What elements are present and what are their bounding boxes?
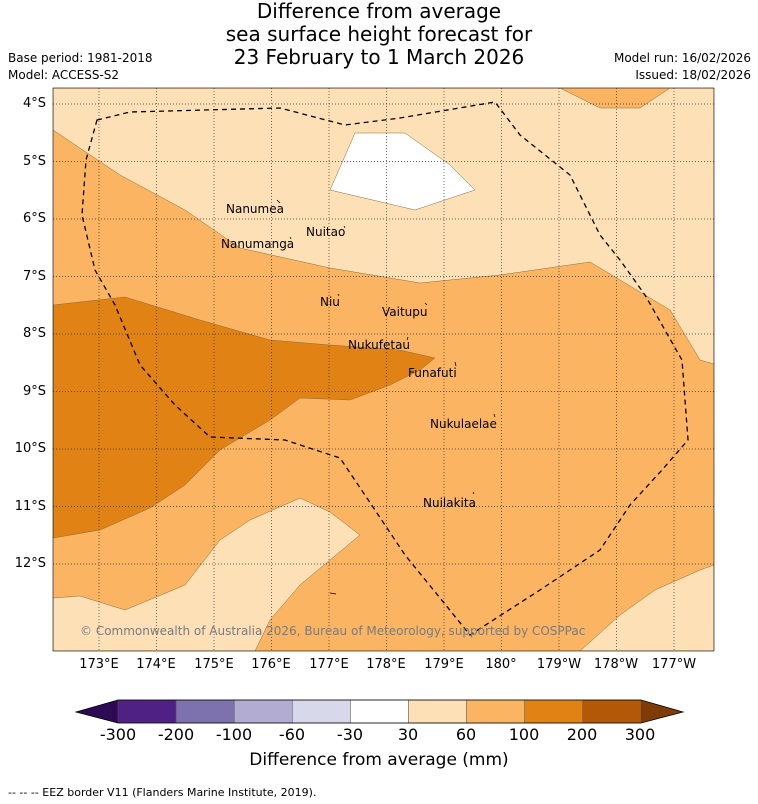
contour-fills — [53, 88, 714, 651]
colorbar-label-300: 300 — [624, 725, 656, 744]
copyright-notice: © Commonwealth of Australia 2026, Bureau… — [80, 624, 586, 638]
lon-label-176e: 176°E — [251, 657, 291, 672]
lat-label-10s: 10°S — [14, 441, 46, 456]
island-nuilakita — [472, 491, 475, 495]
colorbar-title: Difference from average (mm) — [249, 750, 509, 770]
title-line-2: sea surface height forecast for — [225, 22, 533, 46]
meta-right: Model run: 16/02/2026 Issued: 18/02/2026 — [614, 50, 751, 84]
lon-label-175e: 175°E — [194, 657, 234, 672]
place-nukulaelae: Nukulaelae — [430, 417, 497, 431]
place-nanumea: Nanumea — [226, 202, 284, 216]
lon-label-178w: 178°W — [593, 657, 639, 672]
place-niu: Niu — [320, 295, 340, 309]
lon-label-179e: 179°E — [424, 657, 464, 672]
model-run: Model run: 16/02/2026 — [613, 51, 751, 65]
fill-30-60-north — [53, 88, 714, 365]
title-line-1: Difference from average — [256, 0, 502, 23]
eez-legend-note: -- -- -- EEZ border V11 (Flanders Marine… — [8, 786, 317, 799]
colorbar-box — [466, 699, 525, 724]
place-nanumanga: Nanumanga — [221, 237, 295, 251]
lon-label-177e: 177°E — [309, 657, 349, 672]
lon-label-180: 180° — [485, 657, 517, 672]
base-period: Base period: 1981-2018 — [8, 51, 153, 65]
lon-label-174e: 174°E — [136, 657, 176, 672]
island-funafuti — [454, 361, 457, 367]
meta-left: Base period: 1981-2018 Model: ACCESS-S2 — [8, 50, 153, 84]
lon-label-179w: 179°W — [536, 657, 582, 672]
colorbar-label-30: 30 — [397, 725, 419, 744]
place-vaitupu: Vaitupu — [382, 305, 428, 319]
colorbar-label-neg30: -30 — [336, 725, 364, 744]
lat-label-11s: 11°S — [14, 499, 46, 514]
colorbar-label-100: 100 — [508, 725, 540, 744]
colorbar-box — [408, 699, 467, 724]
issued-date: Issued: 18/02/2026 — [635, 68, 751, 82]
colorbar-outline — [74, 699, 685, 724]
lat-label-8s: 8°S — [22, 326, 46, 341]
lon-label-173e: 173°E — [79, 657, 119, 672]
place-nuilakita: Nuilakita — [423, 496, 476, 510]
island-nukulaelae — [493, 413, 496, 418]
colorbar-boxes — [117, 699, 642, 724]
place-nuitao: Nuitao — [306, 225, 346, 239]
colorbar-max-arrow — [641, 700, 683, 723]
island-nukufetau — [406, 336, 409, 341]
graticule — [53, 88, 714, 651]
island-nuitao — [343, 225, 346, 229]
colorbar-min-arrow — [76, 700, 118, 723]
island-nanumanga — [289, 236, 292, 240]
fill-30-60-southwest — [53, 497, 361, 651]
colorbar-box — [524, 699, 584, 724]
fill-under-30 — [329, 132, 476, 211]
colorbar-box — [233, 699, 293, 724]
lat-label-4s: 4°S — [22, 96, 46, 111]
title-line-3: 23 February to 1 March 2026 — [233, 45, 525, 69]
colorbar-box — [292, 699, 351, 724]
lat-label-12s: 12°S — [14, 556, 46, 571]
colorbar-label-neg200: -200 — [157, 725, 195, 744]
eez-border — [81, 101, 689, 636]
map-frame — [52, 87, 715, 652]
colorbar-label-neg300: -300 — [99, 725, 137, 744]
colorbar-box — [117, 699, 177, 724]
colorbar — [74, 699, 685, 724]
lat-label-7s: 7°S — [22, 269, 46, 284]
colorbar-label-60: 60 — [455, 725, 477, 744]
model-name: Model: ACCESS-S2 — [8, 68, 120, 82]
lat-label-6s: 6°S — [22, 211, 46, 226]
island-vaitupu — [424, 302, 428, 306]
place-nukufetau: Nukufetau — [348, 338, 411, 352]
fill-100-200 — [53, 296, 436, 539]
colorbar-box — [350, 699, 409, 724]
chart-title: Difference from average sea surface heig… — [0, 0, 758, 69]
colorbar-label-neg100: -100 — [215, 725, 253, 744]
island-niu — [337, 293, 340, 297]
colorbar-box — [582, 699, 642, 724]
lat-label-9s: 9°S — [22, 384, 46, 399]
island-nanumea — [276, 199, 281, 204]
place-funafuti: Funafuti — [408, 366, 457, 380]
colorbar-label-200: 200 — [566, 725, 598, 744]
island-marks — [276, 199, 496, 595]
lon-label-177w: 177°W — [651, 657, 697, 672]
lat-label-5s: 5°S — [22, 154, 46, 169]
lon-label-178e: 178°E — [366, 657, 406, 672]
colorbar-label-neg60: -60 — [278, 725, 306, 744]
fill-30-60-southeast — [579, 564, 714, 651]
island-south — [329, 592, 337, 595]
colorbar-box — [175, 699, 235, 724]
